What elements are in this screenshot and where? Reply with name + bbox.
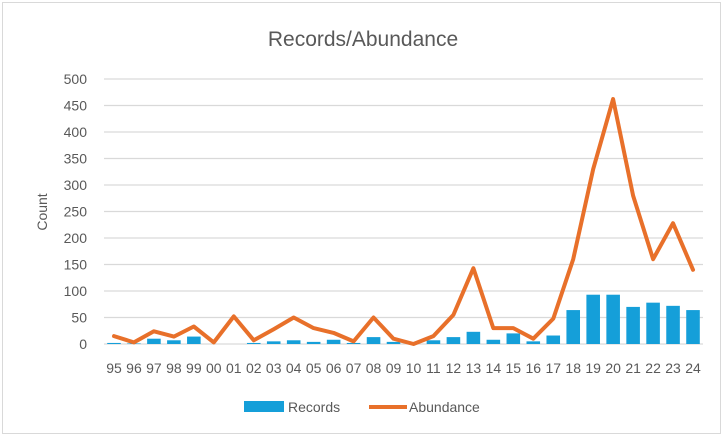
bar-records [626,307,640,344]
bar-records [646,303,660,344]
bar-records [526,341,540,344]
x-tick-label: 16 [525,360,541,376]
x-tick-label: 10 [406,360,422,376]
y-tick-label: 450 [64,98,88,114]
x-tick-label: 23 [665,360,681,376]
x-tick-label: 05 [306,360,322,376]
bar-records [167,340,181,344]
x-tick-label: 00 [206,360,222,376]
y-tick-label: 500 [64,71,88,87]
bar-records [606,295,620,344]
bar-records [287,340,301,344]
x-tick-label: 97 [146,360,162,376]
bar-records [566,310,580,344]
x-tick-label: 14 [486,360,502,376]
x-tick-label: 12 [446,360,462,376]
x-tick-label: 98 [166,360,182,376]
x-tick-label: 17 [545,360,561,376]
x-tick-label: 95 [106,360,122,376]
bar-records [546,336,560,344]
legend-abundance-label: Abundance [409,399,480,415]
bar-records [247,343,261,344]
y-tick-label: 100 [64,283,88,299]
bar-records [387,342,401,344]
x-tick-label: 04 [286,360,302,376]
x-tick-label: 02 [246,360,262,376]
y-tick-label: 50 [71,310,87,326]
x-tick-label: 24 [685,360,701,376]
x-tick-label: 06 [326,360,342,376]
bar-records [107,343,121,344]
bar-records [666,306,680,344]
y-tick-label: 400 [64,124,88,140]
bar-records [467,332,481,344]
bar-records [427,340,441,344]
y-axis-label: Count [34,193,50,230]
legend-records-label: Records [288,399,340,415]
bar-records [586,295,600,344]
bar-records [187,337,201,344]
y-tick-label: 150 [64,257,88,273]
legend-records-swatch [244,401,284,412]
bar-records [686,310,700,344]
x-tick-label: 09 [386,360,402,376]
x-tick-label: 13 [466,360,482,376]
x-tick-label: 03 [266,360,282,376]
x-tick-label: 20 [605,360,621,376]
bar-records [487,340,501,344]
bar-records [367,337,381,344]
x-tick-label: 21 [625,360,641,376]
chart-title: Records/Abundance [268,28,458,51]
x-tick-label: 22 [645,360,661,376]
y-tick-label: 350 [64,151,88,167]
bar-records [307,342,321,344]
x-tick-label: 99 [186,360,202,376]
y-tick-label: 200 [64,230,88,246]
x-tick-label: 07 [346,360,362,376]
y-tick-label: 250 [64,204,88,220]
x-tick-label: 01 [226,360,242,376]
bar-records [327,340,341,344]
y-tick-label: 300 [64,177,88,193]
x-tick-label: 96 [126,360,142,376]
x-tick-label: 08 [366,360,382,376]
bar-records [267,341,281,344]
bar-records [147,339,161,344]
line-abundance [114,99,693,344]
x-tick-label: 11 [426,360,441,376]
bar-records [447,337,461,344]
y-tick-label: 0 [79,336,87,352]
x-tick-label: 15 [506,360,522,376]
bar-records [507,333,521,344]
x-tick-label: 18 [565,360,581,376]
x-tick-label: 19 [585,360,601,376]
